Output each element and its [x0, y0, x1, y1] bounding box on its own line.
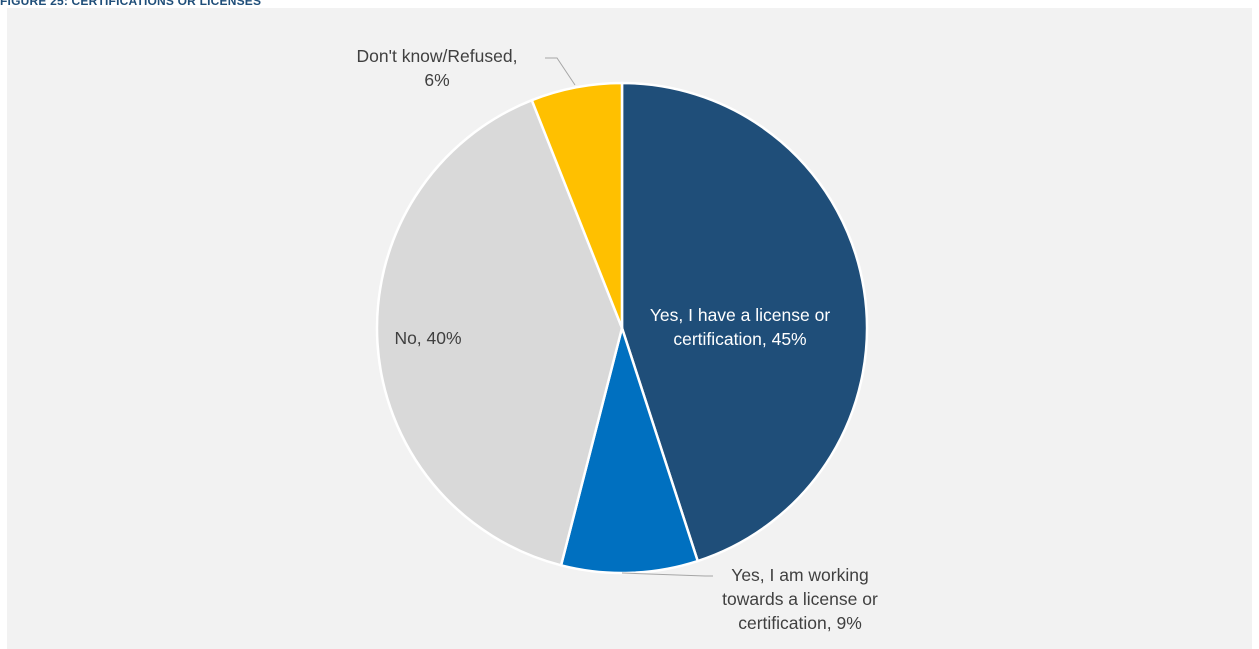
data-label-1: Yes, I have a license or certification, 4… [650, 305, 830, 349]
data-label-line: 6% [424, 70, 449, 90]
data-label-line: towards a license or [722, 589, 878, 609]
data-label-3: No, 40% [394, 328, 461, 348]
data-labels-layer: Yes, I have a license or certification, 4… [357, 46, 878, 633]
data-label-line: Yes, I am working [731, 565, 868, 585]
pie-chart: Yes, I have a license or certification, 4… [357, 46, 878, 633]
data-label-line: certification, 45% [673, 329, 806, 349]
leader-line-2 [621, 572, 713, 577]
chart-area: Yes, I have a license or certification, 4… [7, 8, 1252, 649]
data-label-4: Don't know/Refused, 6% [357, 46, 518, 90]
pie-slice-4 [530, 81, 624, 330]
figure-title: FIGURE 25: CERTIFICATIONS OR LICENSES [0, 0, 262, 8]
data-label-line: Don't know/Refused, [357, 46, 518, 66]
pie-slice-3 [375, 98, 624, 567]
data-label-line: certification, 9% [738, 613, 862, 633]
slices-layer [375, 81, 869, 575]
data-label-2: Yes, I am working towards a license or cer… [722, 565, 878, 633]
pie-slice-1 [620, 81, 869, 563]
data-label-line: No, 40% [394, 328, 461, 348]
leader-lines-layer [545, 57, 713, 577]
data-label-line: Yes, I have a license or [650, 305, 830, 325]
leader-line-4 [545, 57, 576, 86]
